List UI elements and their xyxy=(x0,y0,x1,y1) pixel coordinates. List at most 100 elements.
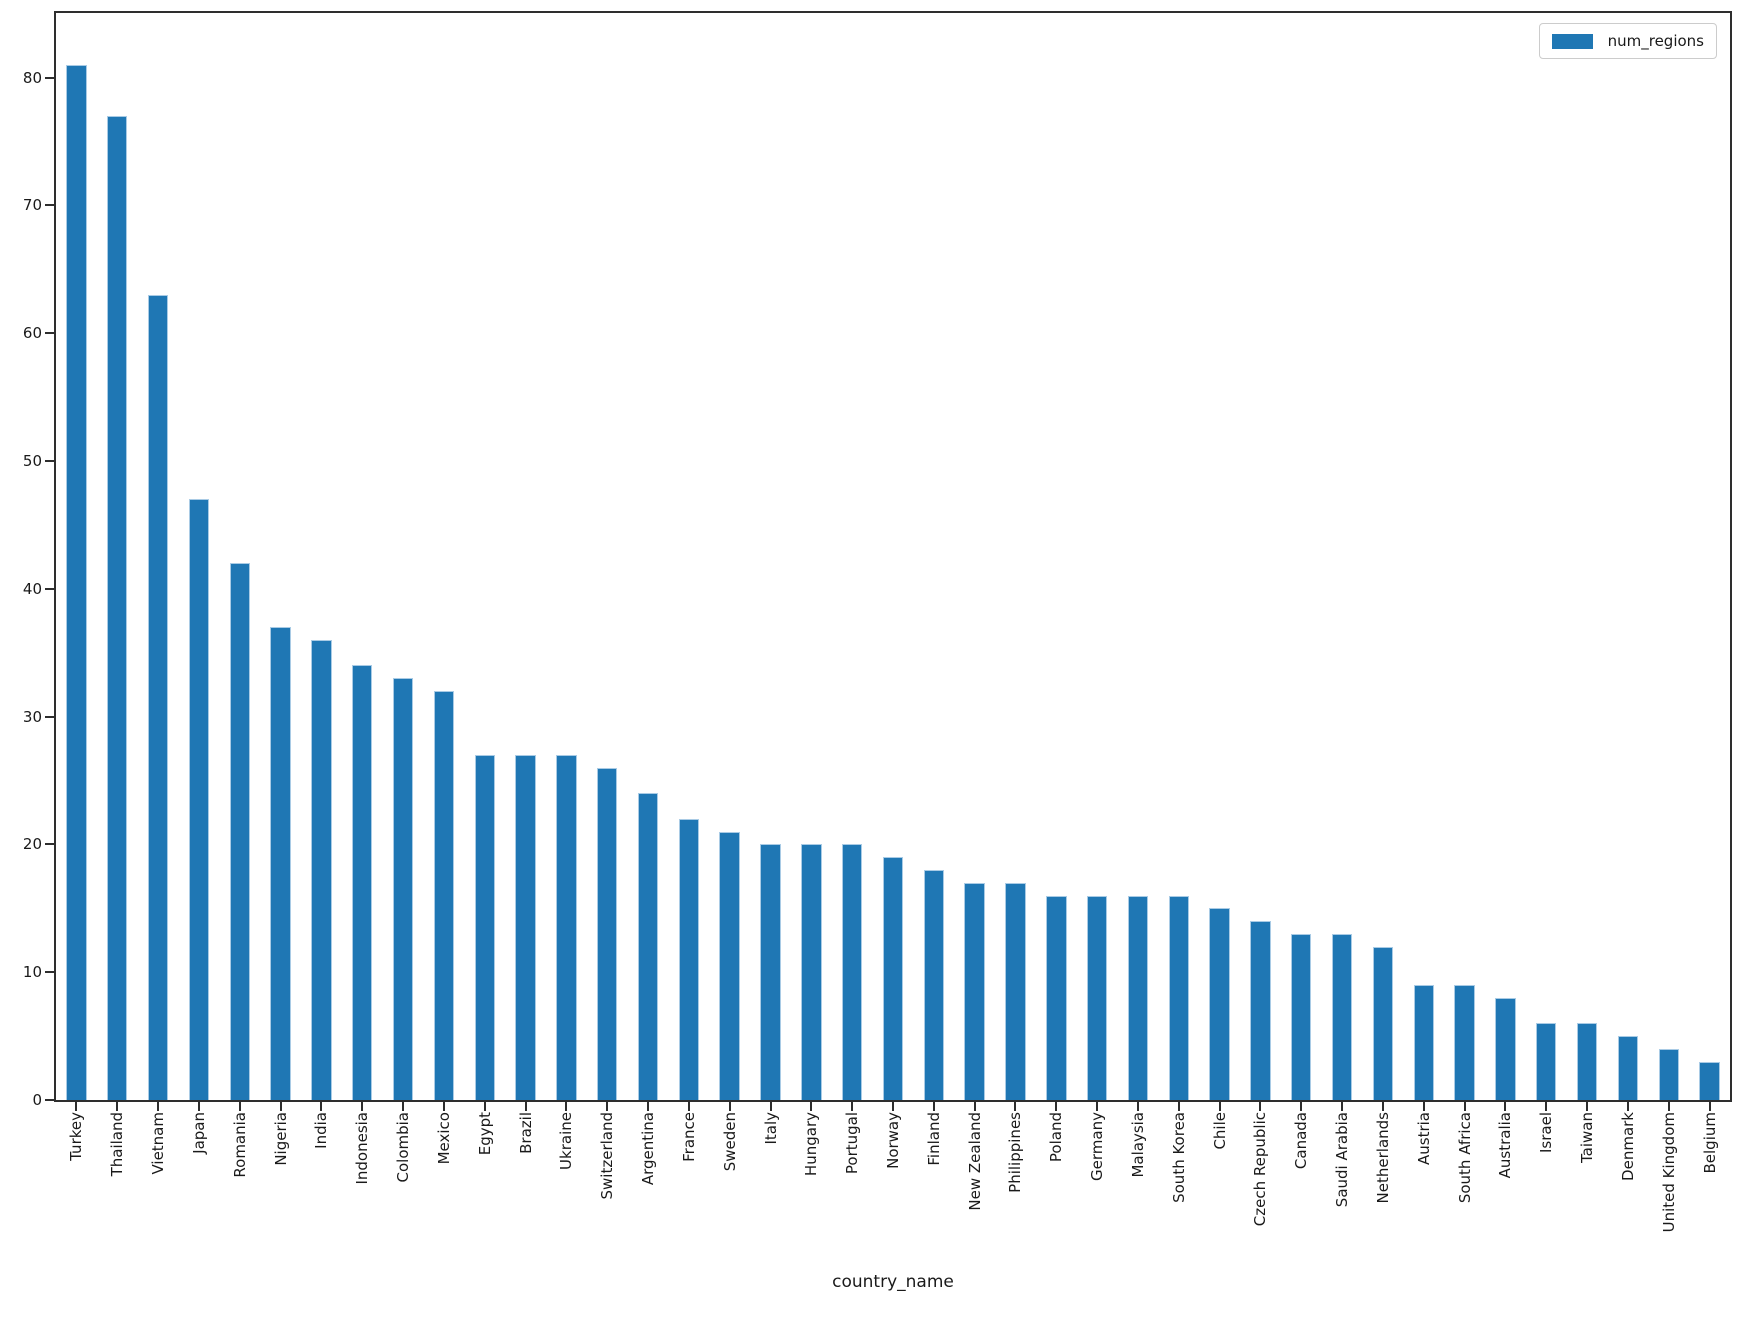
bar xyxy=(596,767,618,1100)
bar xyxy=(1372,946,1394,1100)
x-tick xyxy=(1218,1102,1221,1111)
x-tick-label: Netherlands xyxy=(1373,1112,1392,1204)
bar xyxy=(1658,1048,1679,1100)
x-tick xyxy=(1504,1102,1507,1111)
x-tick xyxy=(238,1102,241,1111)
y-tick xyxy=(45,971,54,974)
bar xyxy=(1086,895,1108,1100)
y-tick xyxy=(45,587,54,590)
x-tick-label: Norway xyxy=(884,1112,902,1169)
y-tick xyxy=(45,332,54,335)
bar xyxy=(1046,895,1067,1100)
x-tick-label: Chile xyxy=(1210,1112,1229,1150)
x-tick-label: France xyxy=(679,1112,698,1162)
x-tick xyxy=(1626,1102,1629,1111)
legend-label: num_regions xyxy=(1607,32,1704,50)
x-tick xyxy=(320,1102,323,1111)
x-tick-label: Mexico xyxy=(434,1112,453,1165)
x-tick-label: Belgium xyxy=(1700,1112,1719,1174)
x-tick xyxy=(1300,1102,1303,1111)
bar xyxy=(882,857,904,1100)
x-tick xyxy=(728,1102,731,1111)
bar xyxy=(188,499,210,1100)
x-tick-label: Denmark xyxy=(1618,1112,1637,1181)
x-tick-label: Philippines xyxy=(1006,1112,1025,1193)
x-tick xyxy=(75,1102,78,1111)
x-tick-label: Japan xyxy=(189,1112,208,1154)
legend: num_regions xyxy=(1538,23,1717,59)
x-tick-label: Saudi Arabia xyxy=(1333,1112,1352,1208)
x-tick-label: South Africa xyxy=(1455,1112,1474,1204)
x-tick-label: Hungary xyxy=(802,1112,821,1177)
x-tick-label: Australia xyxy=(1496,1112,1515,1179)
x-tick-label: Romania xyxy=(230,1112,249,1178)
x-tick-label: Portugal xyxy=(843,1112,862,1175)
x-tick-label: Vietnam xyxy=(149,1112,168,1175)
bar xyxy=(474,754,495,1100)
x-tick xyxy=(1055,1102,1058,1111)
bar xyxy=(352,665,373,1100)
bar xyxy=(270,627,291,1100)
x-axis-title: country_name xyxy=(832,1272,954,1292)
bar xyxy=(392,678,414,1100)
bar xyxy=(1331,933,1353,1100)
x-tick xyxy=(1341,1102,1344,1111)
y-tick xyxy=(45,715,54,718)
bar xyxy=(841,844,863,1100)
x-tick xyxy=(1708,1102,1711,1111)
x-tick-label: Nigeria xyxy=(271,1112,290,1166)
bar xyxy=(637,793,659,1100)
bar xyxy=(1617,1036,1639,1100)
x-tick xyxy=(1381,1102,1384,1111)
bar xyxy=(107,115,128,1100)
bar xyxy=(1699,1061,1720,1100)
y-tick-label: 60 xyxy=(22,324,42,343)
x-tick xyxy=(361,1102,364,1111)
bar xyxy=(311,639,332,1100)
x-tick-label: United Kingdom xyxy=(1659,1112,1678,1233)
x-tick xyxy=(932,1102,935,1111)
bar xyxy=(556,754,577,1100)
x-tick xyxy=(851,1102,854,1111)
x-tick-label: Poland xyxy=(1047,1112,1066,1163)
x-tick xyxy=(116,1102,119,1111)
y-tick-label: 10 xyxy=(22,963,42,982)
bar xyxy=(229,563,250,1100)
y-tick-label: 20 xyxy=(22,835,42,854)
x-tick xyxy=(1422,1102,1425,1111)
x-tick-label: Switzerland xyxy=(598,1112,617,1200)
x-tick xyxy=(647,1102,650,1111)
x-tick xyxy=(1177,1102,1180,1111)
x-tick-label: Colombia xyxy=(394,1112,413,1183)
x-tick xyxy=(810,1102,813,1111)
bar xyxy=(964,882,985,1100)
x-tick xyxy=(769,1102,772,1111)
x-tick-label: Germany xyxy=(1088,1112,1107,1181)
bar xyxy=(1005,882,1026,1100)
x-tick xyxy=(1586,1102,1589,1111)
bar xyxy=(719,831,740,1100)
bar xyxy=(1495,997,1516,1100)
x-tick xyxy=(1014,1102,1017,1111)
x-tick-label: Italy xyxy=(761,1112,780,1145)
bar xyxy=(1536,1023,1557,1100)
legend-swatch-icon xyxy=(1551,33,1593,49)
x-tick-label: Brazil xyxy=(516,1112,535,1154)
x-tick-label: Thailand xyxy=(108,1112,127,1177)
y-tick-label: 70 xyxy=(22,196,42,215)
bar xyxy=(515,754,536,1100)
x-tick-label: Czech Republic xyxy=(1251,1112,1270,1227)
x-tick xyxy=(157,1102,160,1111)
bar xyxy=(1291,933,1312,1100)
x-tick-label: Israel xyxy=(1537,1112,1556,1153)
x-tick-label: Austria xyxy=(1414,1112,1433,1165)
y-tick-label: 50 xyxy=(22,451,42,470)
plot-area: num_regions Turkey Thailand Vietnam Japan Ro… xyxy=(23,11,1732,1232)
x-tick xyxy=(483,1102,486,1111)
bar xyxy=(66,64,87,1100)
x-tick xyxy=(1136,1102,1139,1111)
y-tick-label: 0 xyxy=(32,1091,42,1109)
x-tick xyxy=(1096,1102,1099,1111)
x-tick xyxy=(1667,1102,1670,1111)
